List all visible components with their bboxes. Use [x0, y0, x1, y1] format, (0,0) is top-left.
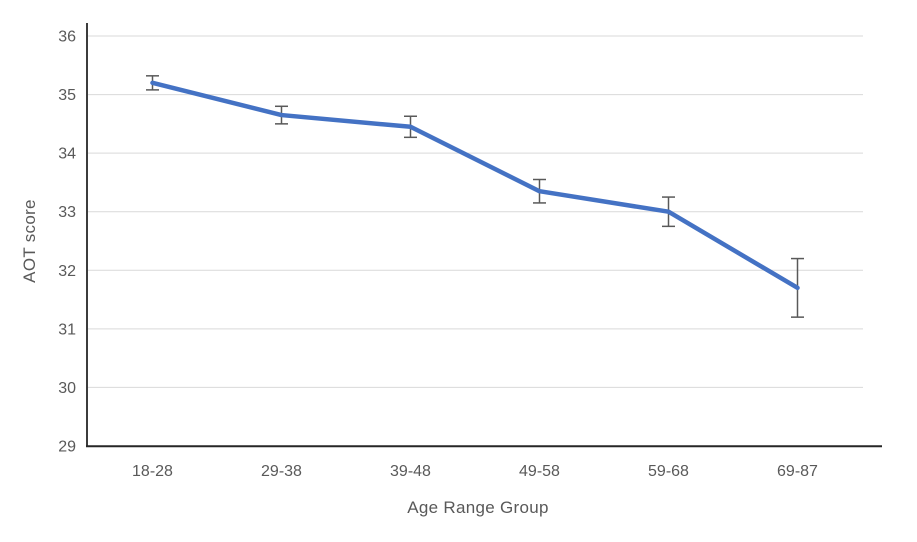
y-tick-label: 35 — [58, 87, 76, 104]
x-tick-label: 69-87 — [777, 463, 818, 480]
x-tick-label: 29-38 — [261, 463, 302, 480]
x-tick-label: 39-48 — [390, 463, 431, 480]
y-axis-title: AOT score — [20, 199, 39, 283]
y-tick-label: 29 — [58, 439, 76, 456]
y-tick-label: 33 — [58, 204, 76, 221]
y-tick-label: 34 — [58, 146, 76, 163]
y-tick-label: 30 — [58, 380, 76, 397]
y-tick-label: 31 — [58, 321, 76, 338]
x-tick-label: 49-58 — [519, 463, 560, 480]
y-tick-label: 32 — [58, 263, 76, 280]
x-tick-label: 59-68 — [648, 463, 689, 480]
x-tick-label: 18-28 — [132, 463, 173, 480]
x-axis-title: Age Range Group — [407, 498, 549, 517]
series-line — [150, 80, 800, 291]
y-tick-label: 36 — [58, 29, 76, 46]
